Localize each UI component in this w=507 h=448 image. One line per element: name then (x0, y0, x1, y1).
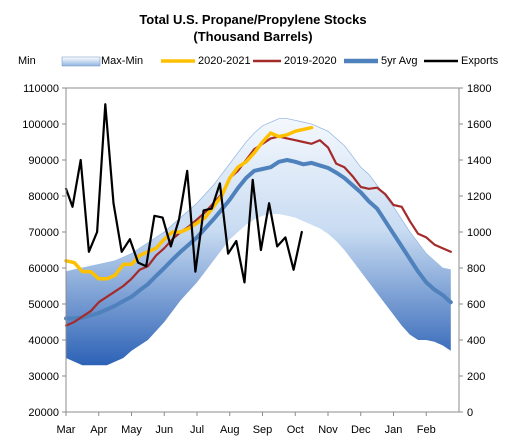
x-tick-label: May (121, 424, 142, 436)
legend-max-min-swatch (61, 56, 101, 67)
y-right-tick-label: 800 (467, 263, 485, 275)
x-tick-label: Dec (351, 424, 371, 436)
x-tick-label: Oct (287, 424, 304, 436)
y-left-tick-label: 80000 (28, 191, 59, 203)
y-right-tick-label: 200 (467, 371, 485, 383)
y-left-tick-label: 90000 (28, 155, 59, 167)
chart-title: Total U.S. Propane/Propylene Stocks (139, 12, 366, 27)
legend-exports-label: Exports (461, 55, 499, 67)
series-2020-2021-line (64, 125, 314, 281)
legend-5yr-avg-label: 5yr Avg (381, 55, 418, 67)
legend-2019-2020-label: 2019-2020 (284, 55, 337, 67)
x-tick-label: Jan (385, 424, 403, 436)
y-right-tick-label: 0 (467, 407, 473, 419)
y-left-tick-label: 30000 (28, 371, 59, 383)
x-tick-label: Mar (57, 424, 76, 436)
legend-max-min-label: Max-Min (101, 55, 143, 67)
y-right-tick-label: 600 (467, 299, 485, 311)
x-tick-label: Aug (220, 424, 240, 436)
series-exports-line (64, 103, 303, 284)
y-right-tick-label: 1600 (467, 119, 491, 131)
series-5yr-avg-line (64, 158, 453, 321)
max-min-band (66, 118, 451, 366)
y-right-tick-label: 1800 (467, 83, 491, 95)
y-left-tick-label: 50000 (28, 299, 59, 311)
y-left-tick-label: 100000 (22, 119, 59, 131)
plot-area (64, 103, 453, 366)
x-tick-label: Jun (155, 424, 173, 436)
x-tick-label: Apr (90, 424, 107, 436)
x-tick-label: Jul (190, 424, 204, 436)
legend: Min Max-Min 2020-2021 2019-2020 5yr Avg … (18, 55, 499, 67)
x-tick-label: Feb (417, 424, 436, 436)
y-right-tick-label: 1200 (467, 191, 491, 203)
legend-min-label: Min (18, 55, 36, 67)
y-left-tick-label: 110000 (23, 83, 59, 95)
x-tick-label: Nov (318, 424, 338, 436)
y-right-tick-label: 1000 (467, 227, 491, 239)
y-left-tick-label: 20000 (28, 407, 59, 419)
chart-subtitle: (Thousand Barrels) (193, 29, 312, 44)
y-left-tick-label: 60000 (28, 263, 59, 275)
y-right-tick-label: 1400 (467, 155, 491, 167)
x-tick-label: Sep (253, 424, 273, 436)
legend-2020-2021-label: 2020-2021 (198, 55, 251, 67)
y-right-tick-label: 400 (467, 335, 485, 347)
axes: 20000 30000 40000 50000 60000 70000 80000 90000… (22, 83, 491, 436)
y-left-tick-label: 40000 (28, 335, 59, 347)
y-left-tick-label: 70000 (28, 227, 59, 239)
